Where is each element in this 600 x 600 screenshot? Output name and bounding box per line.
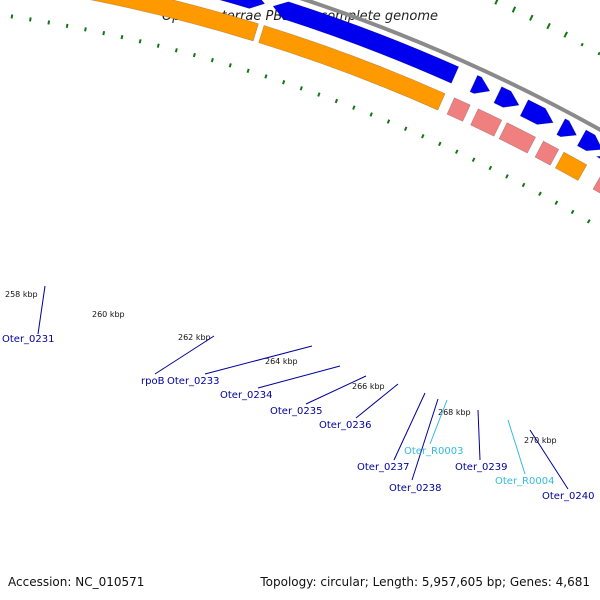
genome-backbone (299, 0, 600, 133)
leader-line-oter0236 (355, 383, 399, 419)
kbp-label-270: 270 kbp (524, 436, 557, 445)
scale-tick (334, 98, 339, 104)
leader-line-oter0235 (305, 375, 367, 405)
leader-line-oterR0003 (429, 399, 448, 445)
leader-line-oter0233 (204, 345, 313, 375)
scale-tick (386, 119, 391, 124)
scale-tick (192, 52, 196, 58)
scale-tick (369, 112, 373, 117)
scale-tick (586, 219, 591, 224)
scale-tick (138, 39, 142, 44)
cds-reverse-block (554, 151, 588, 181)
cds-block (272, 1, 460, 84)
accession-text: Accession: NC_010571 (8, 575, 145, 589)
rna-block (446, 97, 471, 122)
cds-block (556, 118, 577, 138)
scale-tick (210, 57, 214, 63)
gene-label-oter0238: Oter_0238 (389, 483, 442, 494)
rna-block (592, 176, 600, 194)
cds-block (469, 74, 491, 94)
scale-tick (521, 182, 526, 188)
gene-label-oterR0003: Oter_R0003 (404, 446, 463, 457)
gc-tick (546, 22, 551, 30)
leader-line-oter0237 (393, 392, 426, 461)
kbp-label-266: 266 kbp (352, 382, 385, 391)
rna-block (534, 140, 560, 166)
cds-block (219, 0, 266, 9)
leader-line-oter0231 (37, 285, 46, 335)
kbp-label-268: 268 kbp (438, 408, 471, 417)
gene-label-oter0237: Oter_0237 (357, 462, 410, 473)
gene-label-oter0231: Oter_0231 (2, 334, 55, 345)
scale-tick (65, 23, 69, 29)
scale-tick (228, 63, 232, 68)
scale-tick (317, 92, 321, 97)
topology-text: Topology: circular; Length: 5,957,605 bp… (260, 575, 590, 589)
cds-block (576, 129, 600, 152)
gene-label-oter0234: Oter_0234 (220, 390, 273, 401)
kbp-label-262: 262 kbp (178, 333, 211, 342)
leader-line-oterR0004 (507, 419, 526, 475)
scale-tick (438, 141, 442, 147)
scale-tick (488, 165, 493, 171)
gene-label-oter0239: Oter_0239 (455, 462, 508, 473)
scale-tick (47, 20, 51, 25)
scale-tick (120, 34, 124, 40)
scale-tick (554, 200, 559, 205)
scale-tick (403, 126, 408, 132)
gc-tick (494, 0, 499, 5)
kbp-label-258: 258 kbp (5, 290, 38, 299)
gc-tick (529, 14, 534, 21)
scale-tick (102, 31, 106, 36)
gene-label-oter0235: Oter_0235 (270, 406, 323, 417)
gc-tick (511, 6, 517, 13)
scale-tick (10, 14, 14, 19)
leader-line-oter0239 (477, 409, 481, 461)
kbp-label-264: 264 kbp (265, 357, 298, 366)
cds-block (519, 99, 554, 125)
scale-tick (421, 133, 425, 139)
gene-label-oter0240: Oter_0240 (542, 491, 595, 502)
gene-label-oter0236: Oter_0236 (319, 420, 372, 431)
scale-tick (471, 157, 476, 162)
gc-tick (580, 42, 584, 47)
gene-label-rpob: rpoB (141, 376, 165, 387)
cds-reverse-block (258, 25, 446, 111)
scale-tick (174, 48, 178, 53)
scale-tick (282, 80, 286, 85)
rna-block (470, 108, 503, 137)
rna-block (498, 122, 537, 154)
scale-tick (246, 68, 250, 73)
scale-tick (84, 27, 87, 32)
scale-tick (299, 86, 303, 91)
scale-tick (538, 191, 542, 197)
cds-block (493, 86, 520, 108)
cds-reverse-block (89, 0, 259, 42)
leader-line-oter0234 (257, 365, 341, 389)
scale-tick (156, 43, 160, 48)
scale-tick (454, 149, 459, 154)
leader-line-oter0238 (411, 398, 439, 481)
scale-tick (505, 174, 509, 179)
scale-tick (352, 105, 356, 110)
gene-label-oterR0004: Oter_R0004 (495, 476, 554, 487)
leader-line-rpob (154, 335, 215, 375)
scale-tick (29, 17, 32, 22)
scale-tick (264, 74, 268, 79)
scale-tick (570, 209, 575, 215)
gene-label-oter0233: Oter_0233 (167, 376, 220, 387)
gc-tick (563, 31, 568, 38)
kbp-label-260: 260 kbp (92, 310, 125, 319)
leader-line-oter0240 (529, 429, 569, 490)
